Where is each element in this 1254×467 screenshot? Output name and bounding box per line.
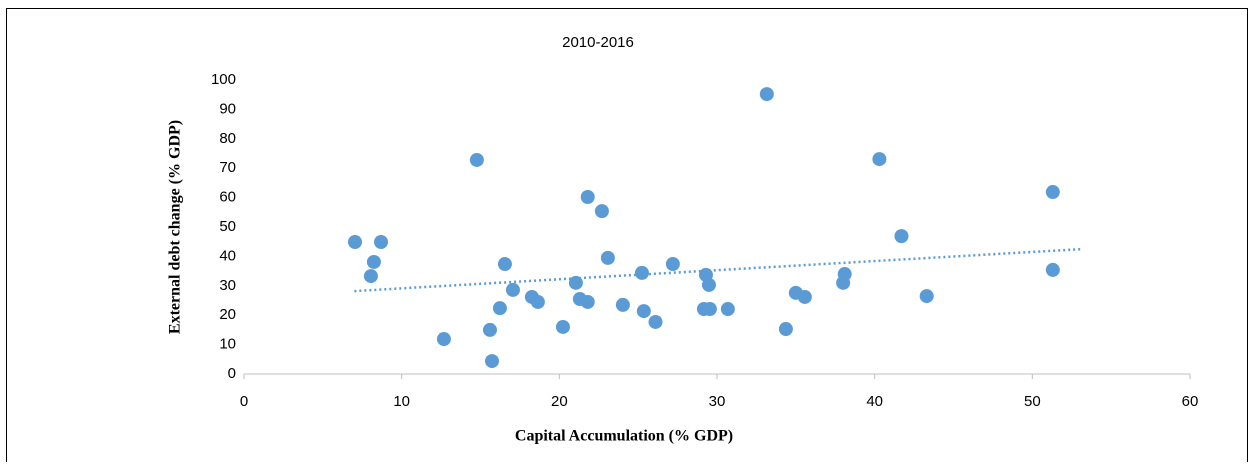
x-tick-label: 60 xyxy=(1182,393,1199,410)
scatter-point xyxy=(778,322,793,337)
chart-title: 2010-2016 xyxy=(562,34,634,51)
x-tick-label: 10 xyxy=(393,393,410,410)
scatter-point xyxy=(555,319,570,334)
x-tick-label: 20 xyxy=(551,393,568,410)
x-axis-label: Capital Accumulation (% GDP) xyxy=(515,428,733,445)
scatter-point xyxy=(497,257,512,272)
scatter-point xyxy=(797,289,812,304)
y-tick-label: 20 xyxy=(219,306,236,323)
scatter-point xyxy=(701,277,716,292)
y-tick-label: 60 xyxy=(219,189,236,206)
y-tick-label: 10 xyxy=(219,336,236,353)
scatter-point xyxy=(347,234,362,249)
scatter-point xyxy=(665,257,680,272)
scatter-point xyxy=(720,302,735,317)
scatter-point xyxy=(872,152,887,167)
scatter-point xyxy=(505,282,520,297)
scatter-point xyxy=(568,275,583,290)
scatter-point xyxy=(580,190,595,205)
scatter-point xyxy=(615,297,630,312)
y-tick-label: 40 xyxy=(219,247,236,264)
scatter-point xyxy=(702,302,717,317)
y-tick-label: 0 xyxy=(228,365,236,382)
chart-frame xyxy=(6,8,1248,467)
scatter-point xyxy=(894,229,909,244)
scatter-point xyxy=(366,254,381,269)
scatter-point xyxy=(1045,185,1060,200)
x-tick-label: 50 xyxy=(1024,393,1041,410)
scatter-point xyxy=(580,294,595,309)
x-tick-label: 0 xyxy=(240,393,248,410)
y-tick-label: 100 xyxy=(211,71,236,88)
y-tick-label: 90 xyxy=(219,100,236,117)
y-tick-label: 80 xyxy=(219,130,236,147)
scatter-point xyxy=(363,269,378,284)
scatter-point xyxy=(436,332,451,347)
y-axis-label: External debt change (% GDP) xyxy=(167,120,184,334)
scatter-point xyxy=(530,294,545,309)
scatter-point xyxy=(594,204,609,219)
scatter-point xyxy=(634,265,649,280)
trendline xyxy=(354,247,1083,293)
scatter-point xyxy=(759,87,774,102)
scatter-point xyxy=(482,322,497,337)
scatter-point xyxy=(469,152,484,167)
scatter-point xyxy=(837,267,852,282)
x-tick-label: 40 xyxy=(866,393,883,410)
scatter-point xyxy=(374,234,389,249)
x-tick-label: 30 xyxy=(709,393,726,410)
scatter-point xyxy=(492,301,507,316)
y-tick-label: 70 xyxy=(219,159,236,176)
scatter-point xyxy=(485,354,500,369)
scatter-point xyxy=(636,304,651,319)
scatter-point xyxy=(600,250,615,265)
scatter-point xyxy=(919,289,934,304)
y-tick-label: 30 xyxy=(219,277,236,294)
scatter-point xyxy=(1045,262,1060,277)
y-tick-label: 50 xyxy=(219,218,236,235)
scatter-point xyxy=(648,314,663,329)
